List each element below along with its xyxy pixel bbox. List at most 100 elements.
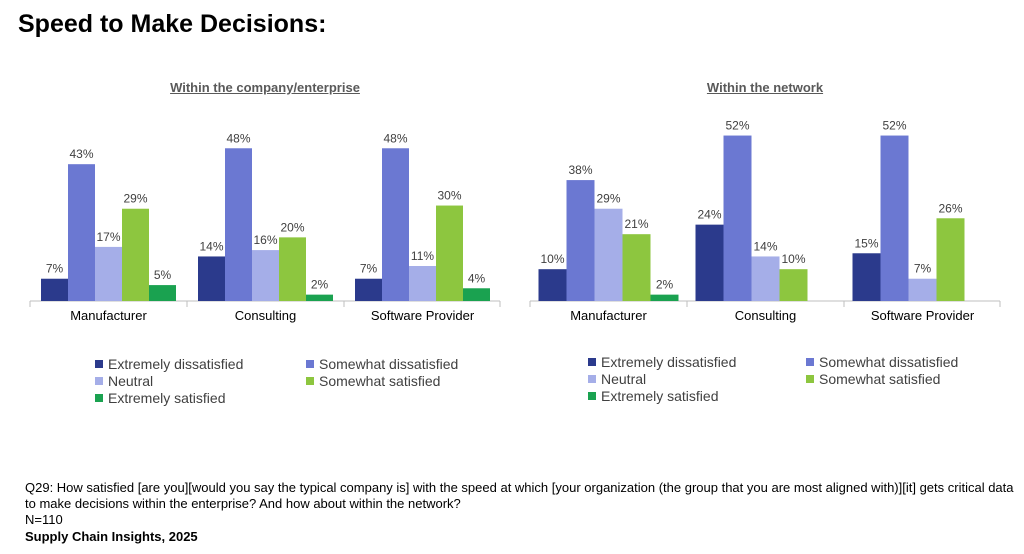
legend-swatch [95,377,103,385]
legend-label: Neutral [601,371,647,387]
bar [936,218,965,301]
data-label: 20% [280,220,304,234]
chart-company-enterprise: Within the company/enterprise 7% 43% 17% 29… [20,70,510,410]
data-label: 30% [437,189,461,203]
category-label: Software Provider [371,308,475,323]
data-label: 38% [568,163,592,177]
bar [538,269,567,301]
bar [68,164,95,301]
data-label: 7% [914,262,932,276]
bar [622,234,651,301]
bar [650,294,679,301]
legend-swatch [95,394,103,402]
bar [751,256,780,301]
legend-item: Somewhat satisfied [806,371,940,387]
bar [355,278,382,301]
data-label: 48% [226,131,250,145]
bar [594,208,623,301]
bar [198,256,225,301]
legend-swatch [588,375,596,383]
bar [279,237,306,301]
data-label: 11% [411,249,434,263]
legend-label: Extremely dissatisfied [108,356,244,372]
chart-network: Within the network 10% 38% 29% 21% 2% Manufac… [520,70,1010,410]
data-label: 16% [253,233,277,247]
legend-item: Extremely satisfied [588,388,718,404]
legend-label: Neutral [108,373,154,389]
category-label: Manufacturer [70,308,147,323]
data-label: 7% [46,262,64,276]
category-label: Consulting [735,308,796,323]
bar [908,278,937,301]
legend-swatch [588,358,596,366]
data-label: 15% [854,236,878,250]
chart-title: Within the network [706,80,824,95]
data-label: 17% [96,230,120,244]
legend-item: Extremely dissatisfied [588,354,736,370]
legend-item: Somewhat satisfied [306,373,440,389]
data-label: 14% [199,239,223,253]
legend-label: Extremely satisfied [601,388,719,404]
legend-item: Somewhat dissatisfied [306,356,458,372]
data-label: 26% [938,201,962,215]
data-label: 29% [123,192,147,206]
data-label: 21% [624,217,648,231]
data-label: 10% [781,252,805,266]
category-label: Manufacturer [570,308,647,323]
bar [880,135,909,301]
data-label: 48% [383,131,407,145]
category-label: Consulting [235,308,296,323]
legend-item: Neutral [588,371,646,387]
bar [409,266,436,301]
source-credit: Supply Chain Insights, 2025 [25,529,198,544]
data-label: 5% [154,268,172,282]
bar [436,205,463,301]
survey-question: Q29: How satisfied [are you][would you s… [25,480,1014,511]
bar [566,180,595,301]
bar [382,148,409,301]
legend-swatch [588,392,596,400]
legend-label: Somewhat dissatisfied [319,356,459,372]
bar [306,294,333,301]
bar [723,135,752,301]
data-label: 10% [540,252,564,266]
data-label: 52% [882,119,906,133]
sample-size: N=110 [25,512,63,527]
data-label: 24% [697,208,721,222]
data-label: 2% [311,278,329,292]
legend-item: Neutral [95,373,153,389]
legend-item: Somewhat dissatisfied [806,354,958,370]
bar [149,285,176,301]
legend-item: Extremely dissatisfied [95,356,243,372]
category-label: Software Provider [871,308,975,323]
bar-chart-svg: 7% 43% 17% 29% 5% Manufacturer 14% 48% 16%20% 2% C… [29,131,501,323]
bar [463,288,490,301]
bar [122,208,149,301]
legend-label: Somewhat satisfied [319,373,441,389]
bar [225,148,252,301]
legend-swatch [306,377,314,385]
data-label: 4% [468,271,486,285]
legend-swatch [806,358,814,366]
legend-label: Somewhat satisfied [819,371,941,387]
data-label: 7% [360,262,378,276]
data-label: 29% [596,192,620,206]
bar [252,250,279,301]
legend-label: Somewhat dissatisfied [819,354,959,370]
data-label: 52% [725,119,749,133]
bar [41,278,68,301]
bar [852,253,881,301]
bar [779,269,808,301]
legend-swatch [806,375,814,383]
legend-label: Extremely satisfied [108,390,226,406]
legend-swatch [95,360,103,368]
legend-item: Extremely satisfied [95,390,225,406]
bar [95,246,122,301]
bar [695,224,724,301]
data-label: 14% [753,239,777,253]
legend-swatch [306,360,314,368]
data-label: 43% [69,147,93,161]
chart-title: Within the company/enterprise [170,80,360,95]
data-label: 2% [656,278,674,292]
bar-chart-svg: 10% 38% 29% 21% 2% Manufacturer 24% 52% 14% 10% Co… [529,119,1001,323]
